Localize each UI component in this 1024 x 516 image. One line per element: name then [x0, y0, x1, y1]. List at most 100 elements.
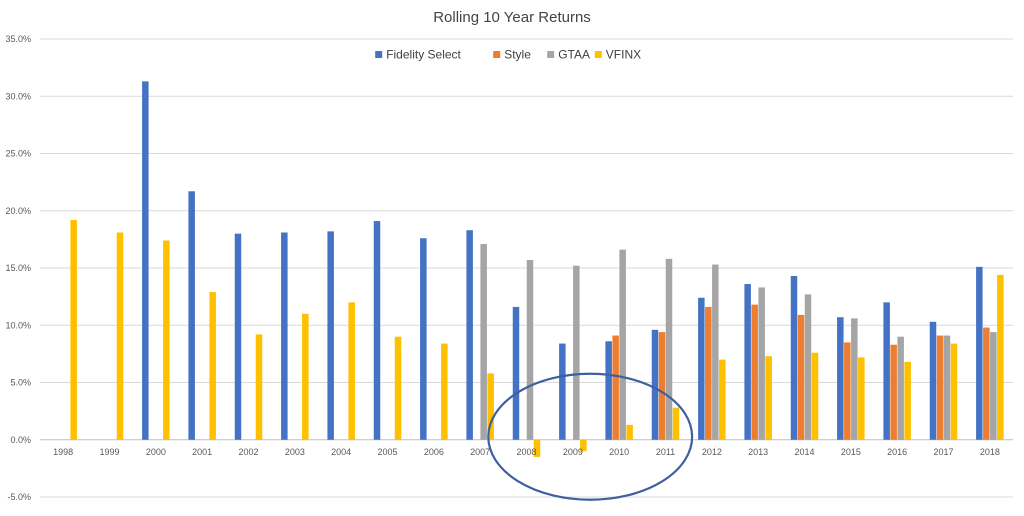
x-axis: 1998 1999 2000 2001 2002 2003 2004 2005 2006 2007… [53, 447, 1000, 457]
bar-vfinx [672, 407, 680, 440]
x-tick-label: 2001 [192, 447, 212, 457]
bar-vfinx [580, 439, 587, 452]
bar-fidelity-select [790, 276, 798, 440]
y-axis: -5.0% 0.0% 5.0% 10.0% 15.0% 20.0% 25.0% 30.0% 35… [5, 34, 31, 502]
bar-style [751, 304, 758, 440]
x-tick-label: 2016 [887, 447, 907, 457]
chart-legend: Fidelity Select Style GTAA VFINX [375, 48, 641, 62]
bar-gtaa [665, 258, 673, 440]
x-tick-label: 2000 [146, 447, 166, 457]
bar-vfinx [811, 352, 819, 440]
x-tick-label: 2015 [841, 447, 861, 457]
bar-fidelity-select [373, 221, 381, 440]
bar-fidelity-select [466, 230, 473, 440]
bar-fidelity-select [420, 238, 427, 440]
bar-gtaa [619, 249, 626, 440]
x-tick-label: 2012 [702, 447, 722, 457]
bars [70, 81, 1004, 457]
legend-swatch-gtaa [547, 51, 555, 58]
bar-fidelity-select [327, 231, 334, 440]
legend-label-vfinx: VFINX [606, 48, 641, 62]
bar-gtaa [526, 259, 534, 440]
y-tick-label: 25.0% [5, 149, 31, 159]
legend-swatch-vfinx [594, 51, 602, 58]
bar-vfinx [765, 356, 772, 440]
bar-vfinx [163, 240, 170, 440]
bar-vfinx [997, 274, 1004, 440]
bar-fidelity-select [188, 191, 195, 440]
x-tick-label: 2005 [377, 447, 397, 457]
legend-swatch-fidelity-select [375, 51, 383, 58]
bar-vfinx [348, 302, 355, 440]
bar-style [844, 342, 851, 440]
y-tick-label: -5.0% [7, 492, 31, 502]
bar-fidelity-select [744, 284, 751, 440]
bar-fidelity-select [929, 321, 937, 440]
bar-vfinx [719, 359, 726, 440]
y-tick-label: 30.0% [5, 91, 31, 101]
bar-vfinx [533, 439, 541, 457]
bar-fidelity-select [512, 306, 520, 440]
bar-vfinx [70, 219, 77, 440]
bar-vfinx [904, 361, 911, 440]
bar-gtaa [851, 318, 858, 440]
bar-fidelity-select [142, 81, 149, 440]
x-tick-label: 2009 [563, 447, 583, 457]
x-tick-label: 2002 [238, 447, 258, 457]
bar-gtaa [758, 287, 765, 440]
x-tick-label: 1999 [99, 447, 119, 457]
x-tick-label: 2003 [285, 447, 305, 457]
bar-fidelity-select [698, 297, 705, 440]
legend-label-fidelity-select: Fidelity Select [386, 48, 461, 62]
bar-style [658, 332, 666, 440]
bar-style [705, 306, 712, 440]
bar-style [890, 344, 897, 440]
y-tick-label: 10.0% [5, 320, 31, 330]
bar-vfinx [626, 424, 633, 440]
bar-vfinx [394, 336, 402, 440]
bar-fidelity-select [234, 233, 242, 440]
x-tick-label: 2006 [424, 447, 444, 457]
bar-vfinx [209, 292, 216, 440]
bar-vfinx [950, 343, 958, 440]
x-tick-label: 2013 [748, 447, 768, 457]
gridlines [40, 38, 1013, 498]
bar-gtaa [990, 332, 997, 440]
x-tick-label: 2014 [794, 447, 814, 457]
bar-fidelity-select [559, 343, 566, 440]
x-tick-label: 2018 [980, 447, 1000, 457]
bar-fidelity-select [883, 302, 890, 440]
x-tick-label: 1998 [53, 447, 73, 457]
legend-label-gtaa: GTAA [558, 48, 590, 62]
bar-style [797, 314, 805, 440]
legend-label-style: Style [504, 48, 531, 62]
bar-gtaa [712, 264, 719, 440]
bar-gtaa [804, 294, 812, 440]
bar-fidelity-select [651, 329, 659, 440]
bar-gtaa [480, 243, 487, 440]
bar-gtaa [943, 335, 951, 440]
chart-title: Rolling 10 Year Returns [433, 9, 591, 26]
x-tick-label: 2004 [331, 447, 351, 457]
bar-fidelity-select [837, 317, 844, 440]
x-tick-label: 2017 [933, 447, 953, 457]
annotation [487, 372, 694, 501]
bar-vfinx [116, 232, 124, 440]
bar-gtaa [897, 336, 904, 440]
x-tick-label: 2011 [656, 447, 675, 457]
legend-swatch-style [493, 51, 501, 58]
bar-fidelity-select [976, 266, 983, 440]
bar-vfinx [302, 313, 309, 440]
x-tick-label: 2010 [609, 447, 629, 457]
y-tick-label: 0.0% [10, 435, 31, 445]
bar-style [612, 335, 619, 440]
y-tick-label: 20.0% [5, 206, 31, 216]
x-tick-label: 2007 [470, 447, 490, 457]
bar-fidelity-select [281, 232, 288, 440]
bar-gtaa [573, 265, 580, 440]
y-tick-label: 35.0% [5, 34, 31, 44]
bar-style [983, 327, 990, 440]
bar-vfinx [487, 373, 494, 440]
x-tick-label: 2008 [516, 447, 536, 457]
